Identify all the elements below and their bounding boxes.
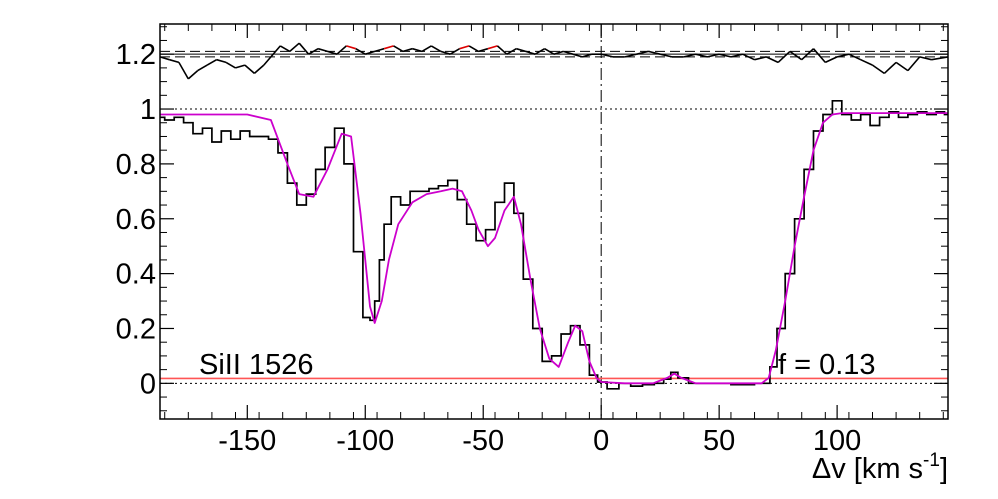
- residual-segment: [683, 53, 696, 58]
- y-tick-label: 0.2: [116, 313, 156, 345]
- residual-segment: [765, 56, 779, 64]
- y-tick-label: 0: [140, 368, 156, 400]
- residual-segment: [235, 64, 246, 69]
- residual-segment: [730, 53, 743, 58]
- y-tick-label: 1.2: [116, 39, 156, 71]
- axis-ticks: [160, 24, 948, 419]
- residual-segment: [393, 45, 404, 53]
- residual-segment: [478, 47, 489, 53]
- x-tick-label: -50: [462, 425, 504, 457]
- residual-segment: [624, 53, 637, 58]
- residual-segment: [383, 45, 394, 50]
- residual-segment: [742, 53, 755, 61]
- residual-segment: [440, 50, 451, 55]
- residual-segment: [244, 64, 255, 75]
- residual-segment: [563, 50, 574, 55]
- residual-segment: [159, 56, 170, 61]
- ion-label: SiII 1526: [199, 349, 313, 381]
- residual-segment: [648, 50, 661, 55]
- residual-segment: [534, 48, 546, 55]
- residual-segment: [516, 47, 526, 53]
- residual-segment: [487, 45, 498, 50]
- x-tick-label: 50: [703, 425, 735, 457]
- x-axis-label-main: Δv [km s: [812, 453, 923, 485]
- residual-segment: [848, 53, 862, 61]
- x-axis-label: Δv [km s-1]: [812, 450, 948, 485]
- residual-segment: [270, 45, 281, 58]
- residual-segment: [308, 48, 319, 55]
- data-histogram: [160, 99, 948, 390]
- model-fit-line: [160, 112, 948, 385]
- residual-segment: [860, 58, 873, 66]
- residual-segment: [883, 61, 897, 74]
- x-tick-label: -150: [218, 425, 276, 457]
- y-tick-label: 0.4: [116, 259, 156, 291]
- residual-segment: [197, 64, 208, 72]
- residual-segment: [459, 45, 470, 50]
- residual-segment: [430, 45, 442, 53]
- residual-segment: [754, 56, 767, 61]
- residual-segment: [289, 42, 300, 53]
- residual-segment: [636, 50, 649, 55]
- residual-segment: [812, 48, 826, 63]
- residual-segment: [421, 45, 432, 53]
- x-axis-label-tail: ]: [940, 453, 948, 485]
- y-tick-label: 0.6: [116, 204, 156, 236]
- residual-segment: [468, 45, 479, 53]
- residual-segment: [355, 48, 366, 55]
- plot-frame: [159, 23, 949, 420]
- fraction-label: f = 0.13: [778, 349, 876, 381]
- residual-segment: [525, 50, 536, 55]
- residual-segment: [263, 56, 272, 66]
- x-tick-label: -100: [336, 425, 394, 457]
- residual-segment: [582, 53, 592, 58]
- residual-segment: [777, 50, 791, 63]
- residual-segment: [327, 50, 338, 55]
- residual-segment: [365, 50, 375, 55]
- residual-segment: [824, 56, 838, 64]
- y-tick-label: 0.8: [116, 149, 156, 181]
- residual-segment: [412, 47, 423, 53]
- residual-segment: [707, 53, 720, 58]
- residual-segment: [216, 58, 227, 64]
- residual-segment: [919, 56, 932, 61]
- residual-segment: [187, 70, 199, 80]
- residual-segment: [836, 53, 850, 58]
- residual-segment: [931, 56, 949, 61]
- residual-segment: [572, 53, 583, 58]
- residual-segment: [449, 48, 461, 55]
- residual-segment: [178, 62, 189, 80]
- residual-segment: [601, 53, 614, 58]
- residual-segment: [506, 48, 517, 55]
- residual-segment: [169, 58, 180, 64]
- residual-segment: [660, 53, 673, 58]
- residual-segment: [253, 64, 265, 74]
- residual-segment: [346, 45, 357, 50]
- residual-segment: [553, 50, 564, 55]
- residual-segment: [496, 45, 508, 55]
- residual-segment: [402, 47, 413, 53]
- residual-segment: [789, 50, 803, 61]
- x-tick-label: 0: [593, 425, 609, 457]
- tick-labels: -150 -100 -50 0 50 100 0 0.2 0.4 0.6 0.8 1 1.2: [116, 39, 862, 457]
- residual-segment: [544, 48, 555, 55]
- residual-segment: [895, 61, 909, 72]
- residual-segment: [225, 61, 236, 69]
- residual-segment: [907, 56, 921, 72]
- residual-segment: [279, 45, 291, 53]
- x-tick-label: 100: [813, 425, 861, 457]
- y-tick-label: 1: [140, 94, 156, 126]
- residual-segment: [298, 42, 310, 55]
- residual-segment: [695, 53, 708, 58]
- x-axis-label-superscript: -1: [923, 450, 940, 471]
- residual-segment: [801, 48, 815, 61]
- residual-segment: [317, 47, 328, 53]
- residual-segment: [374, 47, 385, 53]
- residual-segment: [872, 64, 885, 75]
- residual-segment: [336, 45, 347, 55]
- series-group: [159, 42, 949, 390]
- residual-segment: [206, 59, 217, 66]
- residual-segment: [718, 53, 732, 58]
